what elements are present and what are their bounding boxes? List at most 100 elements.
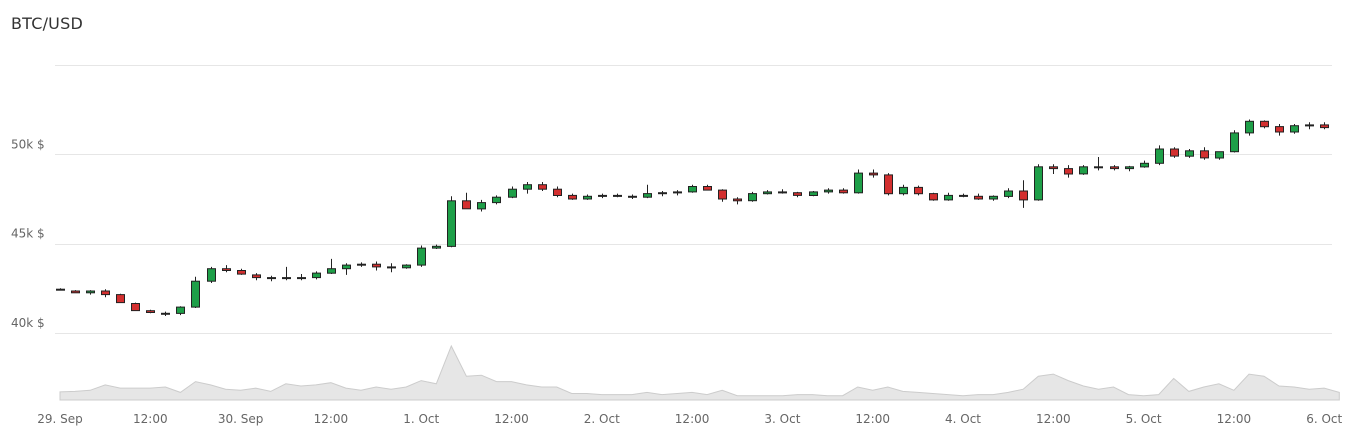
candle-up bbox=[1034, 164, 1043, 201]
candle-up bbox=[447, 196, 456, 248]
candle-up bbox=[1094, 157, 1103, 171]
candle-down bbox=[884, 173, 893, 196]
x-tick-label: 12:00 bbox=[675, 412, 710, 426]
candle-body bbox=[161, 312, 170, 315]
candle-body bbox=[899, 186, 908, 195]
candle-body bbox=[568, 194, 577, 200]
candle-up bbox=[508, 186, 517, 199]
candle-up bbox=[357, 262, 366, 267]
candle-down bbox=[869, 169, 878, 178]
candle-down bbox=[1110, 165, 1119, 171]
candle-down bbox=[116, 293, 125, 304]
candle-body bbox=[1200, 150, 1209, 159]
candle-up bbox=[492, 195, 501, 205]
candle-body bbox=[417, 247, 426, 266]
candle-body bbox=[222, 268, 231, 272]
candle-body bbox=[176, 306, 185, 314]
candle-body bbox=[1230, 132, 1239, 153]
candle-body bbox=[101, 290, 110, 296]
candle-body bbox=[1094, 166, 1103, 169]
candle-body bbox=[643, 193, 652, 198]
candle-up bbox=[477, 199, 486, 212]
x-tick-label: 30. Sep bbox=[218, 412, 264, 426]
candle-body bbox=[252, 274, 261, 279]
candle-down bbox=[703, 184, 712, 191]
x-axis-ticks: 29. Sep 12:00 30. Sep 12:00 1. Oct 12:00 2. Oc… bbox=[37, 412, 1342, 426]
x-tick-label: 12:00 bbox=[1036, 412, 1071, 426]
candle-body bbox=[71, 290, 80, 294]
candle-down bbox=[718, 189, 727, 202]
candle-body bbox=[869, 172, 878, 176]
candle-body bbox=[1079, 166, 1088, 175]
candle-down bbox=[1170, 147, 1179, 158]
candle-body bbox=[748, 193, 757, 202]
candle-up bbox=[854, 169, 863, 194]
candle-body bbox=[1320, 124, 1329, 129]
candle-body bbox=[387, 266, 396, 269]
candle-body bbox=[282, 277, 291, 280]
candle-body bbox=[929, 193, 938, 201]
x-tick-label: 12:00 bbox=[314, 412, 349, 426]
candle-body bbox=[297, 277, 306, 280]
x-tick-label: 12:00 bbox=[855, 412, 890, 426]
y-tick-label: 50k $ bbox=[11, 137, 45, 151]
candle-up bbox=[207, 266, 216, 283]
candle-body bbox=[944, 194, 953, 201]
candle-down bbox=[778, 189, 787, 194]
candle-down bbox=[387, 263, 396, 273]
candle-body bbox=[116, 294, 125, 304]
candle-up bbox=[1155, 145, 1164, 166]
candle-body bbox=[357, 263, 366, 266]
candle-up bbox=[1079, 165, 1088, 175]
candle-up bbox=[899, 184, 908, 196]
candle-body bbox=[402, 264, 411, 269]
candle-body bbox=[267, 277, 276, 280]
candle-body bbox=[839, 189, 848, 194]
candle-body bbox=[553, 188, 562, 196]
candle-down bbox=[1200, 147, 1209, 160]
x-tick-label: 12:00 bbox=[133, 412, 168, 426]
candle-body bbox=[237, 270, 246, 275]
candle-up bbox=[1230, 130, 1239, 153]
candle-body bbox=[477, 202, 486, 210]
x-tick-label: 3. Oct bbox=[764, 412, 800, 426]
candle-body bbox=[492, 196, 501, 204]
candle-down bbox=[1260, 120, 1269, 129]
y-tick-label: 45k $ bbox=[11, 227, 45, 241]
candle-up bbox=[312, 271, 321, 280]
candle-body bbox=[974, 195, 983, 200]
candle-body bbox=[809, 191, 818, 196]
candle-body bbox=[718, 189, 727, 200]
candle-body bbox=[914, 186, 923, 195]
candle-up bbox=[1305, 122, 1314, 130]
candle-up bbox=[191, 276, 200, 308]
candle-up bbox=[282, 266, 291, 281]
candle-body bbox=[688, 186, 697, 193]
candles bbox=[56, 119, 1329, 316]
candle-up bbox=[432, 244, 441, 249]
candle-body bbox=[733, 198, 742, 202]
candle-down bbox=[1019, 180, 1028, 208]
candle-down bbox=[267, 275, 276, 282]
candle-down bbox=[553, 186, 562, 198]
candle-down bbox=[71, 290, 80, 294]
candle-body bbox=[1305, 124, 1314, 127]
candle-body bbox=[327, 268, 336, 274]
candle-body bbox=[1064, 168, 1073, 175]
x-tick-label: 12:00 bbox=[1217, 412, 1252, 426]
candle-body bbox=[447, 200, 456, 247]
candle-body bbox=[793, 192, 802, 196]
x-tick-label: 1. Oct bbox=[403, 412, 439, 426]
candle-body bbox=[1140, 162, 1149, 168]
candle-body bbox=[508, 188, 517, 198]
candle-up bbox=[327, 258, 336, 274]
candle-up bbox=[688, 184, 697, 193]
candle-body bbox=[613, 194, 622, 197]
candle-up bbox=[809, 191, 818, 197]
candle-body bbox=[1155, 148, 1164, 164]
candle-body bbox=[658, 192, 667, 195]
candle-up bbox=[989, 195, 998, 201]
candle-body bbox=[598, 194, 607, 197]
x-tick-label: 12:00 bbox=[494, 412, 529, 426]
